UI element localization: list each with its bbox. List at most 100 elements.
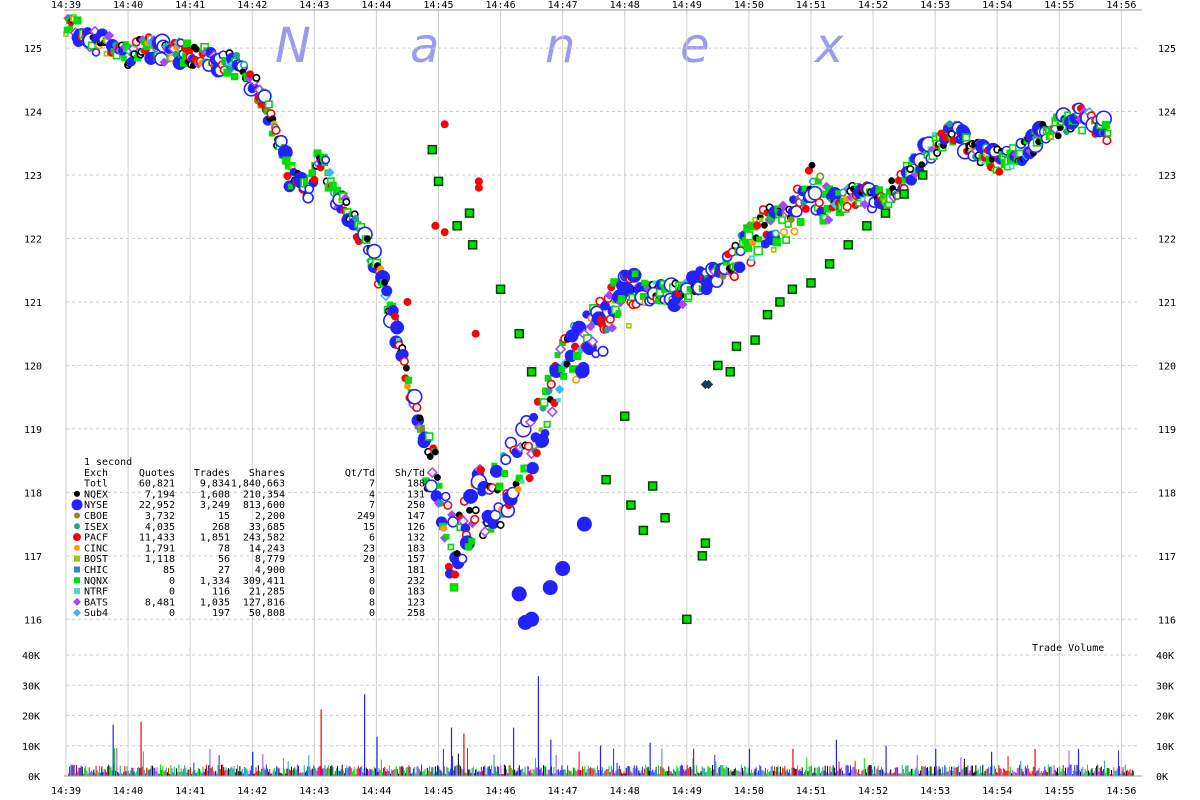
- volume-bar: [522, 768, 524, 776]
- volume-bar: [667, 771, 669, 776]
- volume-bar: [93, 769, 95, 776]
- volume-spike: [792, 748, 794, 776]
- trade-marker-nqnx: [784, 220, 792, 228]
- volume-bar: [680, 764, 682, 776]
- volume-bar: [242, 773, 244, 776]
- volume-bar: [273, 768, 275, 776]
- trade-marker-nyse: [542, 580, 558, 596]
- volume-bar: [162, 765, 164, 776]
- volume-bar: [99, 765, 101, 776]
- volume-bar: [123, 772, 125, 776]
- trade-marker-pacf: [443, 500, 453, 510]
- volume-bar: [1101, 770, 1103, 776]
- volume-bar: [438, 766, 440, 776]
- trade-marker-nyse: [500, 454, 512, 466]
- trade-marker-nqnx: [404, 376, 413, 384]
- volume-tick-label-left: 30K: [22, 681, 40, 692]
- volume-bar: [1040, 770, 1042, 776]
- volume-bar: [847, 765, 849, 776]
- volume-bar: [490, 768, 492, 776]
- legend-column-header: Exch: [84, 468, 108, 479]
- volume-bar: [622, 773, 624, 776]
- volume-spike: [376, 736, 378, 776]
- trade-marker-cinc: [403, 382, 411, 390]
- volume-bar: [338, 770, 340, 776]
- volume-bar: [721, 765, 723, 776]
- volume-bar: [390, 773, 391, 776]
- legend-swatch-chic: [74, 566, 80, 573]
- volume-bar: [339, 771, 341, 776]
- volume-bar: [1000, 769, 1002, 776]
- volume-bar: [966, 767, 968, 776]
- volume-bar: [207, 770, 209, 776]
- volume-bar: [1023, 773, 1025, 776]
- volume-bar: [1044, 766, 1046, 776]
- trade-marker-nyse: [390, 320, 405, 335]
- volume-bar: [319, 765, 321, 776]
- volume-bar: [1009, 766, 1011, 776]
- legend-cell: CHIC: [84, 565, 108, 576]
- volume-bar: [961, 769, 963, 776]
- volume-bar: [280, 772, 282, 776]
- volume-bar: [835, 772, 837, 776]
- legend-column-header: Qt/Td: [345, 468, 375, 479]
- volume-bar: [314, 766, 316, 776]
- volume-bar: [521, 769, 523, 776]
- trade-marker-pacf: [271, 125, 281, 135]
- trade-marker-pacf: [399, 356, 409, 366]
- outlier-marker-nqnx: [762, 309, 773, 320]
- trade-marker-pacf: [523, 441, 534, 451]
- legend-cell: 3: [369, 565, 375, 576]
- trade-marker-isex: [771, 229, 780, 238]
- volume-bar: [692, 758, 694, 776]
- volume-bar: [73, 764, 75, 776]
- volume-bar: [772, 770, 774, 776]
- volume-bar: [744, 766, 746, 776]
- volume-bar: [324, 765, 326, 776]
- volume-bar: [85, 766, 87, 776]
- volume-bar: [518, 765, 520, 776]
- time-tick-label-bottom: 14:56: [1106, 786, 1136, 797]
- volume-bar: [100, 772, 102, 776]
- volume-bar: [593, 767, 595, 776]
- volume-bar: [402, 767, 404, 776]
- volume-bar: [928, 770, 930, 776]
- volume-bar: [602, 773, 604, 776]
- volume-bar: [906, 765, 908, 776]
- trade-marker-nqnx: [1008, 144, 1017, 152]
- volume-bar: [921, 765, 923, 776]
- volume-bar: [340, 768, 342, 776]
- outlier-marker-nqnx: [824, 259, 835, 269]
- trade-marker-isex: [239, 60, 248, 69]
- volume-bar: [1028, 768, 1030, 776]
- volume-bar: [952, 771, 954, 776]
- volume-bar: [638, 770, 640, 776]
- volume-bar: [586, 769, 588, 776]
- volume-bar: [577, 769, 579, 776]
- volume-bar: [179, 771, 181, 776]
- volume-bar: [919, 773, 920, 776]
- volume-bar: [728, 767, 730, 776]
- volume-bar: [143, 769, 145, 776]
- time-tick-label-top: 14:43: [299, 0, 329, 11]
- volume-bar: [477, 771, 479, 776]
- legend-cell: 27: [218, 565, 230, 576]
- volume-bar: [598, 769, 600, 776]
- volume-bar: [396, 769, 398, 776]
- outlier-marker-nqnx: [713, 360, 723, 371]
- volume-bar: [485, 774, 487, 776]
- volume-bar: [117, 771, 119, 776]
- volume-bar: [554, 773, 556, 776]
- volume-bar: [478, 770, 480, 776]
- volume-bar: [403, 770, 405, 776]
- volume-bar: [1113, 767, 1115, 776]
- volume-bar: [487, 766, 489, 776]
- trade-marker-pacf: [729, 271, 740, 282]
- volume-bar: [537, 767, 539, 776]
- trade-marker-nyse: [381, 285, 393, 297]
- legend-cell: 157: [407, 554, 425, 565]
- volume-bar: [391, 769, 393, 776]
- volume-bar: [526, 766, 528, 776]
- volume-bar: [831, 766, 833, 776]
- volume-bar: [968, 772, 970, 776]
